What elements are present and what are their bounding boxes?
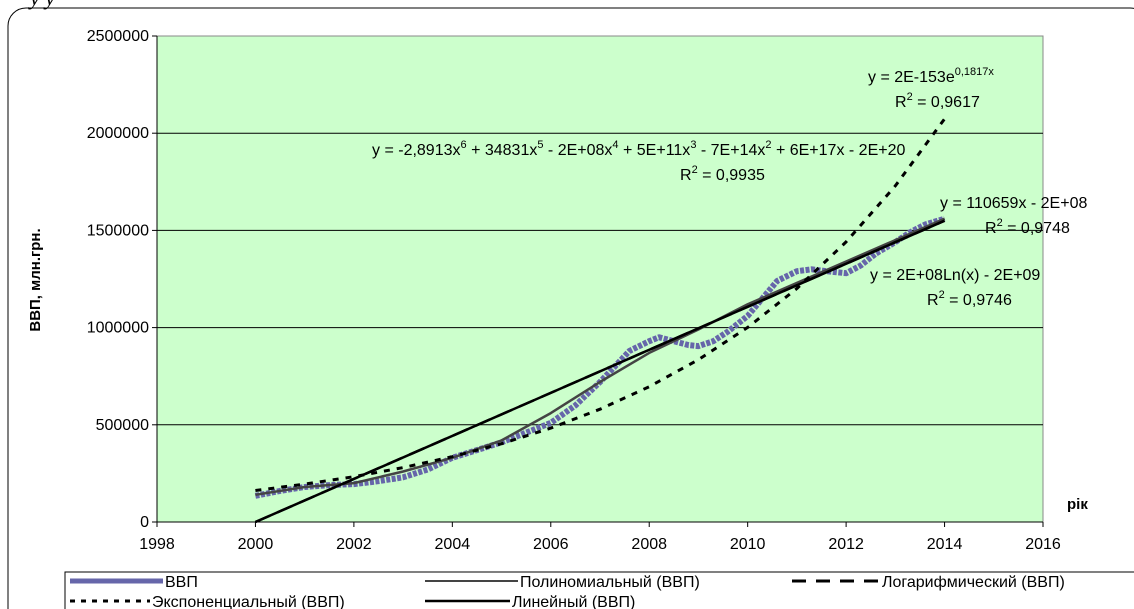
poly-eq-7: + 5E+11x [619, 142, 691, 159]
x-tick-label-3: 2004 [435, 536, 471, 553]
x-axis-title: рік [1067, 496, 1088, 513]
x-tick-label-0: 1998 [139, 536, 175, 553]
svg-text:R2 = 0,9748: R2 = 0,9748 [985, 217, 1070, 237]
poly-eq-4: 5 [537, 139, 543, 151]
poly-r2-sup: 2 [692, 164, 698, 176]
x-tick-label-2: 2002 [336, 536, 372, 553]
poly-eq-5: - 2E+08x [543, 142, 612, 159]
series-line-1 [255, 217, 946, 497]
y-tick-label-3: 1500000 [87, 222, 149, 239]
log-r2-sup: 2 [939, 289, 945, 301]
poly-eq-2: 6 [461, 139, 467, 151]
y-tick-label-5: 2500000 [87, 28, 149, 45]
x-tick-label-7: 2012 [828, 536, 864, 553]
log-r2-label: R [927, 292, 939, 309]
poly-eq-8: 3 [690, 139, 696, 151]
header-partial-text: y y [28, 0, 55, 10]
y-tick-label-4: 2000000 [87, 125, 149, 142]
grid-lines [157, 132, 1043, 426]
linear-r2-value: = 0,9748 [1003, 220, 1070, 237]
series-line-0 [254, 215, 946, 499]
legend-box [64, 571, 1134, 609]
svg-text:y = 2E-153e0,1817x: y = 2E-153e0,1817x [868, 66, 994, 86]
annotation-logarithmic: y = 2E+08Ln(x) - 2E+09 R2 = 0,9746 [870, 267, 1040, 309]
linear-r2-sup: 2 [997, 217, 1003, 229]
y-tick-label-2: 1000000 [87, 320, 149, 337]
x-tick-label-1: 2000 [238, 536, 274, 553]
series-line-3 [255, 117, 946, 492]
poly-r2-label: R [680, 167, 692, 184]
svg-text:R2 = 0,9935: R2 = 0,9935 [680, 164, 765, 184]
y-tick-label-1: 500000 [96, 417, 149, 434]
poly-eq-9: - 7E+14x [696, 142, 765, 159]
poly-eq-11: + 6E+17x - 2E+20 [772, 142, 906, 159]
x-tick-label-8: 2014 [927, 536, 963, 553]
poly-r2-value: = 0,9935 [698, 167, 765, 184]
exp-r2-sup: 2 [907, 91, 913, 103]
poly-eq-3: + 34831x [467, 142, 538, 159]
series-layer [254, 117, 946, 524]
svg-text:R2 = 0,9746: R2 = 0,9746 [927, 289, 1012, 309]
log-r2-value: = 0,9746 [945, 292, 1012, 309]
log-equation: y = 2E+08Ln(x) - 2E+09 [870, 267, 1040, 284]
annotation-polynomial: y = -2,8913x6 + 34831x5 - 2E+08x4 + 5E+1… [372, 139, 905, 184]
linear-r2-label: R [985, 220, 997, 237]
exp-equation: y = 2E-153e [868, 69, 955, 86]
legend-label-vvp: ВВП [165, 574, 198, 591]
x-tick-label-5: 2008 [631, 536, 667, 553]
x-tick-label-6: 2010 [730, 536, 766, 553]
legend-label-exp: Экспоненциальный (ВВП) [152, 594, 345, 609]
exp-equation-sup: 0,1817x [955, 66, 995, 78]
exp-r2-value: = 0,9617 [913, 94, 980, 111]
y-axis-title: ВВП, млн.грн. [27, 228, 44, 331]
legend-label-poly: Полиномиальный (ВВП) [520, 574, 700, 591]
poly-eq-6: 4 [612, 139, 618, 151]
legend: ВВП Полиномиальный (ВВП) Логарифмический… [64, 571, 1134, 609]
plot-area [156, 35, 1044, 523]
svg-text:y = -2,8913x6 + 34831x5 - 2E+0: y = -2,8913x6 + 34831x5 - 2E+08x4 + 5E+1… [372, 139, 905, 159]
poly-eq-1: y = -2,8913x [372, 142, 461, 159]
legend-label-linear: Линейный (ВВП) [512, 594, 635, 609]
chart-frame [7, 7, 1134, 609]
x-tick-label-4: 2006 [533, 536, 569, 553]
legend-label-log: Логарифмический (ВВП) [882, 574, 1065, 591]
exp-r2-label: R [895, 94, 907, 111]
svg-text:R2 = 0,9617: R2 = 0,9617 [895, 91, 980, 111]
linear-equation: y = 110659x - 2E+08 [940, 195, 1087, 212]
annotation-linear: y = 110659x - 2E+08 R2 = 0,9748 [940, 195, 1087, 237]
y-tick-label-0: 0 [140, 514, 149, 531]
x-tick-label-9: 2016 [1025, 536, 1061, 553]
annotation-exponential: y = 2E-153e0,1817x R2 = 0,9617 [868, 66, 994, 111]
series-line-4 [254, 219, 946, 524]
poly-eq-10: 2 [765, 139, 771, 151]
axis-ticks: 0 500000 1000000 1500000 2000000 2500000 1998 2… [87, 28, 1061, 553]
